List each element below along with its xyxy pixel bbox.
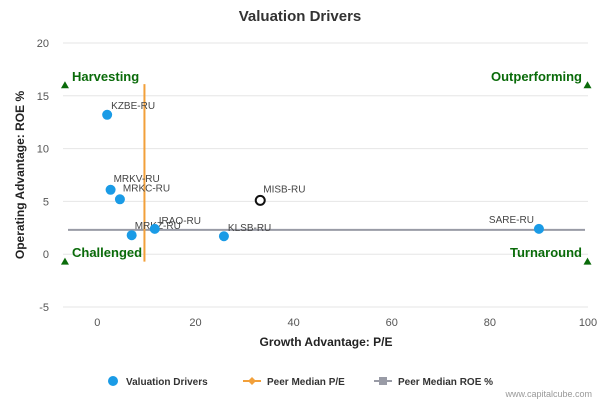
x-tick-label: 40 bbox=[287, 317, 299, 329]
data-point-label: IRAO-RU bbox=[159, 216, 201, 227]
data-point-label: MRKV-RU bbox=[114, 174, 160, 185]
y-axis-ticks: -5 0 5 10 15 20 bbox=[37, 38, 49, 314]
y-tick-label: -5 bbox=[39, 302, 49, 314]
legend-label-peer-median-pe: Peer Median P/E bbox=[267, 377, 345, 388]
y-tick-label: 5 bbox=[43, 196, 49, 208]
y-tick-label: 15 bbox=[37, 91, 49, 103]
quadrant-marker bbox=[60, 81, 69, 89]
data-point bbox=[218, 231, 229, 242]
chart-title: Valuation Drivers bbox=[239, 8, 362, 25]
data-point bbox=[126, 230, 137, 241]
x-tick-label: 0 bbox=[94, 317, 100, 329]
legend-label-valuation-drivers: Valuation Drivers bbox=[126, 377, 208, 388]
quadrant-label-challenged: Challenged bbox=[72, 245, 142, 260]
data-point-label: MRKC-RU bbox=[123, 183, 170, 194]
data-point bbox=[149, 223, 160, 234]
legend-marker-peer-median-roe bbox=[379, 377, 387, 385]
x-tick-label: 100 bbox=[579, 317, 597, 329]
quadrant-markers bbox=[60, 81, 592, 265]
y-tick-label: 0 bbox=[43, 249, 49, 261]
quadrant-marker bbox=[60, 257, 69, 265]
legend-label-peer-median-roe: Peer Median ROE % bbox=[398, 377, 493, 388]
x-axis-ticks: 0 20 40 60 80 100 bbox=[94, 317, 597, 329]
quadrant-label-harvesting: Harvesting bbox=[72, 69, 139, 84]
quadrant-marker bbox=[583, 81, 592, 89]
data-point bbox=[105, 184, 116, 195]
grid-lines bbox=[63, 42, 588, 308]
data-point-label: KLSB-RU bbox=[228, 223, 271, 234]
data-point-label: KZBE-RU bbox=[111, 101, 155, 112]
quadrant-label-outperforming: Outperforming bbox=[491, 69, 582, 84]
quadrant-marker bbox=[583, 257, 592, 265]
data-points: KZBE-RUMRKV-RUMRKC-RUMRKZ-RUIRAO-RUKLSB-… bbox=[102, 101, 544, 242]
legend-marker-peer-median-pe bbox=[248, 377, 256, 385]
y-axis-title: Operating Advantage: ROE % bbox=[13, 91, 27, 260]
data-point bbox=[114, 194, 125, 205]
y-tick-label: 20 bbox=[37, 38, 49, 50]
legend-marker-valuation-drivers bbox=[108, 376, 118, 386]
legend: Valuation Drivers Peer Median P/E Peer M… bbox=[108, 376, 493, 388]
data-point bbox=[533, 223, 544, 234]
watermark: www.capitalcube.com bbox=[504, 389, 592, 399]
x-tick-label: 60 bbox=[386, 317, 398, 329]
data-point-label: SARE-RU bbox=[489, 215, 534, 226]
data-point bbox=[102, 109, 113, 120]
x-axis-title: Growth Advantage: P/E bbox=[260, 335, 393, 349]
highlight-point-label: MISB-RU bbox=[263, 184, 305, 195]
x-tick-label: 80 bbox=[484, 317, 496, 329]
highlight-point bbox=[254, 194, 266, 206]
quadrant-label-turnaround: Turnaround bbox=[510, 245, 582, 260]
y-tick-label: 10 bbox=[37, 144, 49, 156]
x-tick-label: 20 bbox=[189, 317, 201, 329]
